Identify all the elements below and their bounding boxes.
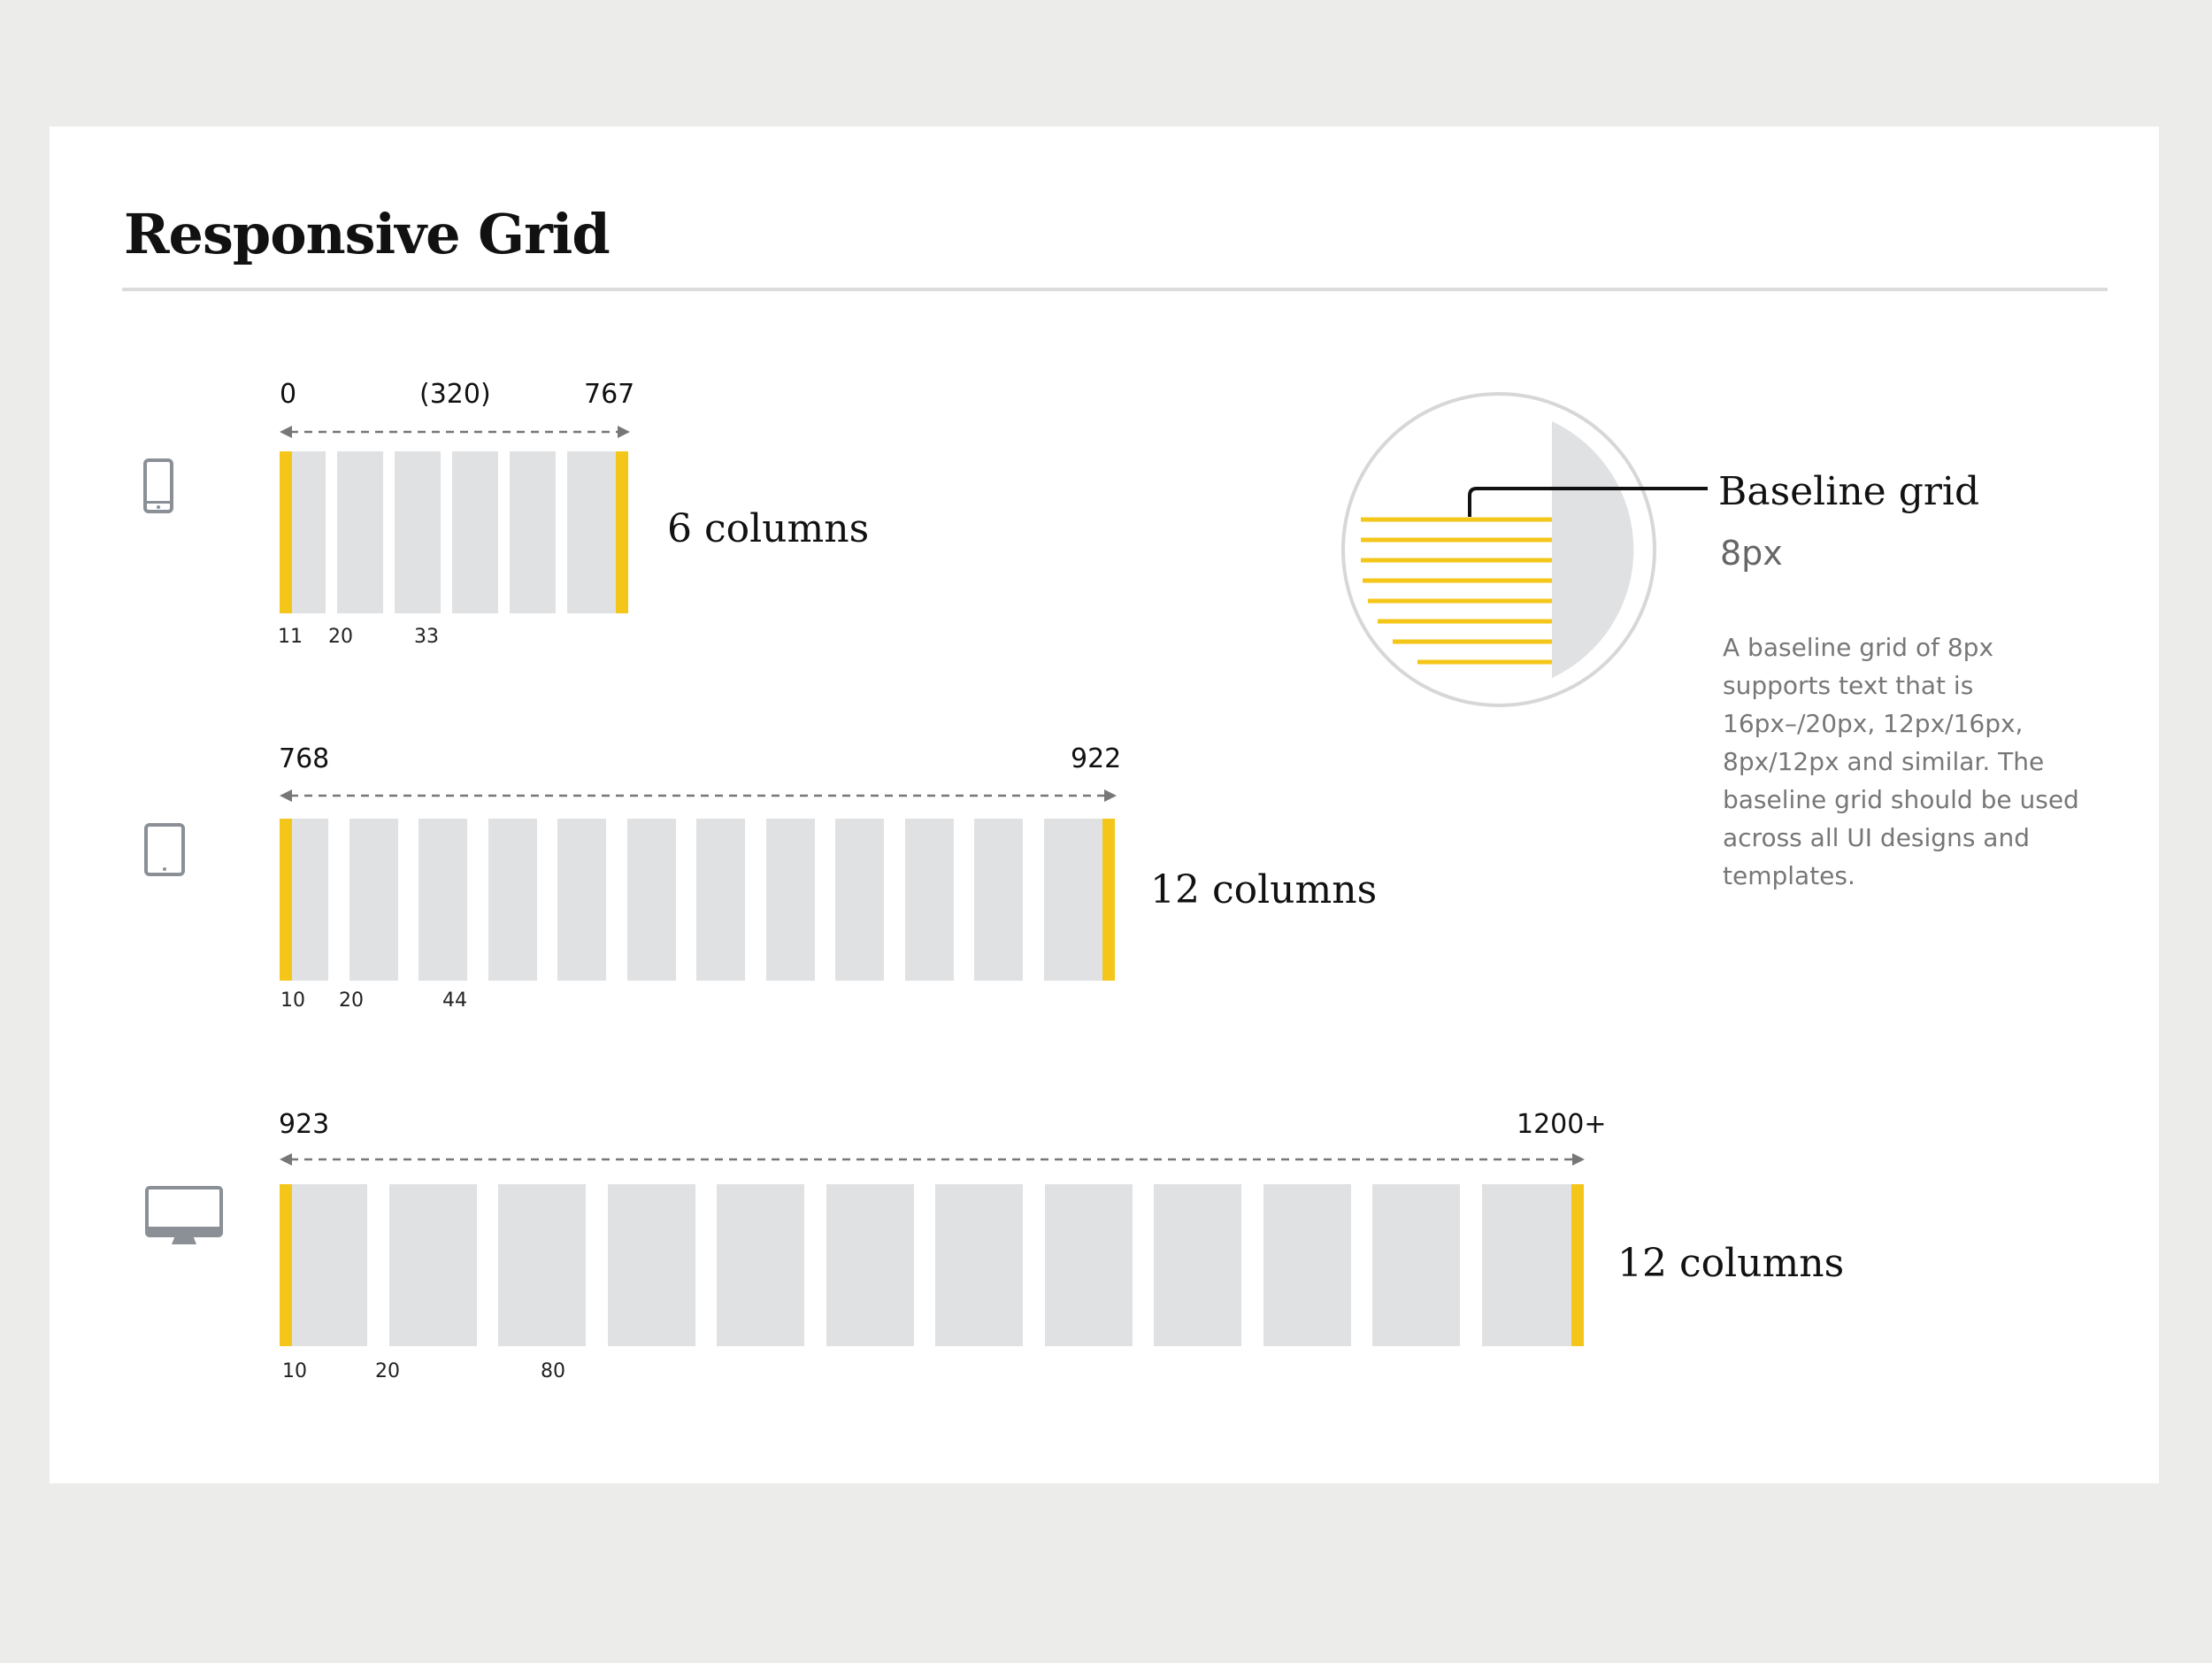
grid-column — [452, 451, 498, 613]
right-margin-marker — [616, 451, 628, 613]
grid-column — [280, 1184, 367, 1346]
grid-column — [1372, 1184, 1460, 1346]
right-margin-marker — [1571, 1184, 1584, 1346]
grid-column — [349, 819, 398, 981]
grid-column — [826, 1184, 914, 1346]
baseline-title: Baseline grid — [1718, 469, 1980, 514]
desktop-icon — [145, 1186, 223, 1244]
range-mid-label: (320) — [419, 379, 491, 410]
right-margin-marker — [1102, 819, 1115, 981]
phone-icon — [143, 458, 173, 513]
tick-label-gutter: 20 — [375, 1360, 400, 1382]
column-strip — [280, 451, 628, 613]
range-arrow — [280, 789, 1117, 802]
grid-column — [835, 819, 884, 981]
grid-column — [1263, 1184, 1351, 1346]
grid-column — [498, 1184, 586, 1346]
range-start-label: 0 — [280, 379, 297, 410]
grid-column — [626, 819, 676, 981]
range-end-label: 922 — [1071, 743, 1122, 774]
left-margin-marker — [280, 1184, 292, 1346]
grid-column — [1044, 1184, 1133, 1346]
columns-label: 12 columns — [1150, 867, 1378, 912]
callout-line — [1468, 487, 1708, 517]
grid-column — [935, 1184, 1023, 1346]
range-arrow — [280, 1153, 1585, 1166]
grid-column — [607, 1184, 695, 1346]
range-arrow — [280, 426, 630, 438]
grid-column — [388, 1184, 477, 1346]
grid-column — [904, 819, 954, 981]
grid-column — [1481, 1184, 1584, 1346]
baseline-size: 8px — [1720, 534, 1783, 573]
grid-column — [395, 451, 441, 613]
column-strip — [280, 1184, 1584, 1346]
grid-column — [557, 819, 606, 981]
grid-column — [696, 819, 745, 981]
range-start-label: 923 — [279, 1109, 330, 1140]
tick-label-gutter: 20 — [328, 626, 353, 648]
grid-column — [974, 819, 1023, 981]
columns-label: 12 columns — [1617, 1241, 1845, 1286]
grid-column — [510, 451, 556, 613]
grid-column — [1154, 1184, 1241, 1346]
grid-column — [337, 451, 383, 613]
tablet-icon — [144, 823, 185, 876]
columns-label: 6 columns — [667, 506, 870, 551]
range-end-label: 1200+ — [1517, 1109, 1607, 1140]
tick-label-column: 33 — [414, 626, 439, 648]
tick-label-margin: 10 — [282, 1360, 307, 1382]
page-title: Responsive Grid — [124, 202, 611, 266]
left-margin-marker — [280, 451, 292, 613]
tick-label-column: 44 — [442, 989, 467, 1012]
grid-column — [765, 819, 815, 981]
tick-label-column: 80 — [541, 1360, 565, 1382]
column-strip — [280, 819, 1115, 981]
baseline-grid-illustration — [1341, 392, 1708, 707]
grid-column — [419, 819, 467, 981]
left-margin-marker — [280, 819, 292, 981]
grid-column — [488, 819, 537, 981]
baseline-description: A baseline grid of 8px supports text tha… — [1723, 633, 2079, 890]
tick-label-margin: 10 — [280, 989, 305, 1012]
tick-label-margin: 11 — [278, 626, 303, 648]
grid-column — [717, 1184, 804, 1346]
tick-label-gutter: 20 — [339, 989, 364, 1012]
range-end-label: 767 — [584, 379, 635, 410]
title-divider — [122, 288, 2108, 291]
range-start-label: 768 — [279, 743, 330, 774]
